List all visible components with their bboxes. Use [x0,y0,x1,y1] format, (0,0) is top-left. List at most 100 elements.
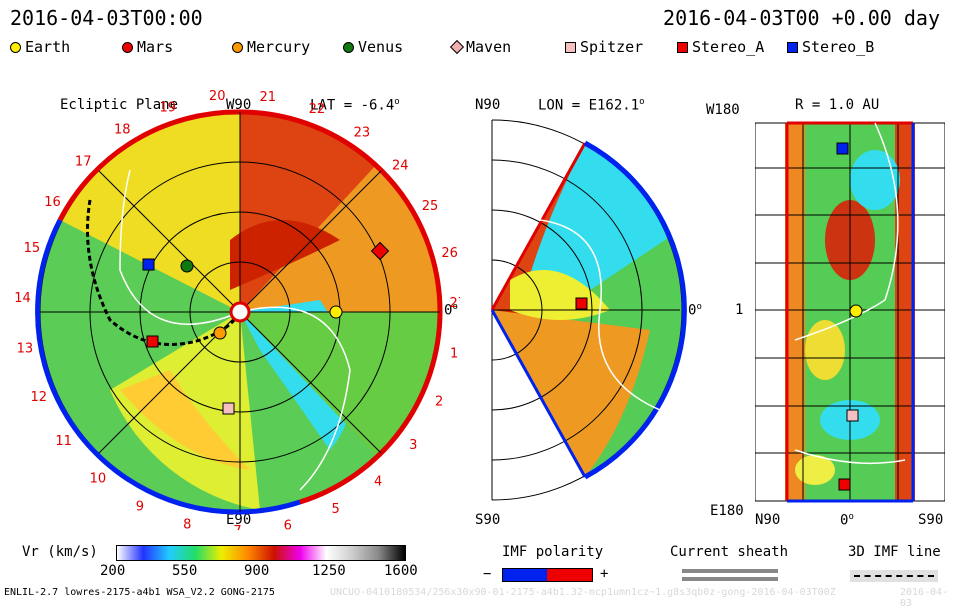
carrington-day-label: 10 [90,471,107,486]
radial-earth-marker [849,304,863,318]
legend-label: Spitzer [580,38,644,56]
carrington-day-label: 18 [114,123,131,138]
earth-marker [329,305,343,319]
sun-icon [229,301,251,323]
radial-x-mid-label: 0o [840,512,854,529]
imf-outer-positive-arc-2 [239,109,443,505]
ecliptic-title: Ecliptic Plane [60,97,179,113]
carrington-day-label: 16 [44,195,61,210]
legend-item-maven: Maven [449,38,512,56]
imf-positive-swatch [547,568,593,582]
stereo-a-marker [146,335,159,348]
carrington-day-label: 14 [14,291,31,306]
carrington-day-label: 24 [392,158,409,173]
radial-x-left-label: N90 [755,512,781,528]
legend-item-earth: Earth [10,38,70,56]
carrington-day-label: 22 [309,102,326,117]
ecliptic-plane-plot: 2021222324252627123456789101112131415161… [14,90,460,531]
carrington-day-label: 7 [233,524,241,530]
colorbar-tick-200: 200 [100,563,126,579]
run-time-label: 2016-04-03T00:00 [10,6,203,30]
radial-x-right-label: S90 [918,512,944,528]
radial-mid-label: 1 [735,302,744,318]
carrington-day-label: 4 [374,475,382,490]
legend-label: Earth [25,38,71,56]
ecliptic-top-label: W90 [226,97,252,113]
carrington-day-label: 2 [435,395,443,410]
mars-legend-icon [122,41,133,53]
carrington-day-label: 20 [209,90,226,104]
legend-item-spitzer: Spitzer [565,38,643,56]
venus-legend-icon [343,41,354,53]
carrington-day-label: 27 [450,296,460,311]
imf-3d-line-title: 3D IMF line [848,544,941,560]
carrington-day-label: 21 [260,90,277,105]
ecliptic-right-label: 0o [444,302,458,319]
meridional-lon-label: LON = E162.1o [538,97,645,114]
legend-label: Mars [137,38,174,56]
maven-marker [370,241,390,261]
imf-negative-swatch [502,568,548,582]
radial-r-label: R = 1.0 AU [795,97,880,113]
colorbar-title: Vr (km/s) [22,544,98,560]
imf-plus-label: + [600,566,609,582]
forecast-time-label: 2016-04-03T00 +0.00 day [663,6,940,30]
radial-spitzer-marker [846,409,859,422]
legend-label: Stereo_B [802,38,875,56]
stereo-b-legend-icon [787,41,798,53]
spitzer-marker [222,402,235,415]
legend-item-venus: Venus [343,38,403,56]
maven-legend-icon [449,39,465,55]
legend-item-mercury: Mercury [232,38,310,56]
current-sheath-swatch-2 [682,577,778,581]
legend-item-mars: Mars [122,38,173,56]
meridional-bottom-label: S90 [475,512,501,528]
venus-marker [180,259,194,273]
colorbar-tick-1250: 1250 [312,563,346,579]
velocity-colorbar [116,545,406,561]
carrington-day-label: 25 [422,199,439,214]
carrington-day-label: 15 [24,241,41,256]
meridional-top-label: N90 [475,97,501,113]
colorbar-tick-900: 900 [244,563,270,579]
carrington-day-label: 17 [75,155,92,170]
model-info-footer: ENLIL-2.7 lowres-2175-a4b1 WSA_V2.2 GONG… [4,587,275,598]
legend-label: Stereo_A [692,38,765,56]
stereo-a-legend-icon [677,41,688,53]
legend-item-stereo-b: Stereo_B [787,38,874,56]
carrington-day-label: 5 [331,502,339,517]
radial-top-label: W180 [706,102,740,118]
carrington-day-label: 6 [284,519,292,530]
current-sheath-swatch-1 [682,569,778,573]
mercury-marker [213,326,227,340]
carrington-day-label: 8 [183,518,191,531]
imf-minus-label: − [483,566,492,582]
meridional-right-label: 0o [688,302,702,319]
colorbar-tick-1600: 1600 [384,563,418,579]
carrington-day-label: 19 [160,100,177,115]
imf-polarity-title: IMF polarity [502,544,604,560]
carrington-day-label: 11 [55,434,72,449]
imf-3d-line-swatch [850,570,938,582]
colorbar-tick-550: 550 [172,563,198,579]
carrington-day-label: 13 [17,341,34,356]
legend-label: Maven [466,38,512,56]
spitzer-legend-icon [565,41,576,53]
imf-outer-positive-arc [57,109,241,222]
carrington-day-label: 9 [136,500,144,515]
earth-legend-icon [10,41,21,53]
meridional-plane-plot [490,119,687,501]
carrington-day-label: 26 [441,246,458,261]
ecliptic-bottom-label: E90 [226,512,252,528]
radial-stereo-a-marker [838,478,851,491]
radial-map-plot [755,121,945,503]
run-id-watermark: UNCUO-0410180534/256x30x90-01-2175-a4b1.… [330,587,836,598]
carrington-day-label: 1 [450,346,458,361]
legend-label: Venus [358,38,404,56]
carrington-day-label: 23 [354,125,371,140]
ecliptic-lat-label: LAT = -6.4o [310,97,400,114]
radial-bottom-label: E180 [710,503,744,519]
legend-item-stereo-a: Stereo_A [677,38,764,56]
carrington-day-label: 12 [31,390,48,405]
mercury-legend-icon [232,41,243,53]
